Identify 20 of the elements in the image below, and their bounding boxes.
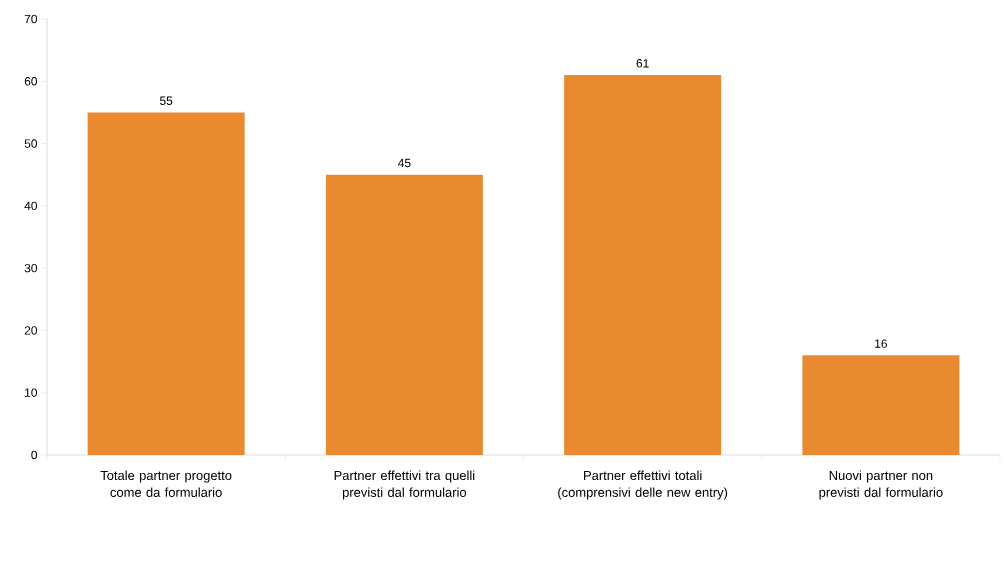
- bar: [802, 355, 960, 455]
- x-tick-label: Totale partner progetto come da formulario: [100, 470, 232, 497]
- data-label: 16: [875, 339, 888, 348]
- y-tick-label: 50: [24, 139, 38, 148]
- x-tick-label: Partner effettivi totali (comprensivi delle new entry): [558, 470, 728, 500]
- y-tick-label: 40: [24, 201, 38, 211]
- bar: [564, 75, 722, 455]
- bar: [325, 174, 483, 455]
- data-label: 45: [398, 158, 411, 168]
- data-label: 55: [159, 96, 173, 105]
- y-tick-label: 60: [24, 77, 38, 86]
- y-tick-label: 10: [25, 388, 38, 397]
- x-tick-label: Nuovi partner non previsti dal formulario: [819, 470, 943, 500]
- x-tick-label: Partner effettivi tra quelli previsti dal formulario: [334, 470, 475, 500]
- y-tick-label: 0: [31, 450, 38, 460]
- y-tick-label: 20: [24, 326, 38, 335]
- data-label: 61: [636, 59, 649, 68]
- y-tick-label: 70: [24, 14, 38, 24]
- bar: [87, 112, 245, 455]
- y-tick-label: 30: [24, 263, 38, 273]
